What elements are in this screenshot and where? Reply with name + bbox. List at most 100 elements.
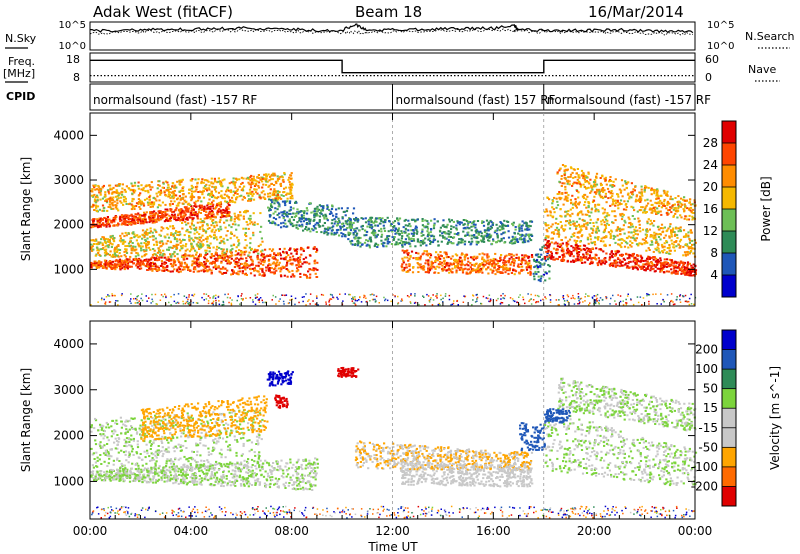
scatter-cell	[684, 272, 687, 275]
scatter-cell	[568, 227, 572, 230]
scatter-cell	[243, 251, 246, 254]
scatter-cell	[341, 225, 344, 228]
scatter-cell	[458, 258, 461, 261]
scatter-cell	[109, 250, 112, 253]
scatter-cell	[284, 258, 287, 261]
freq-tick-right-top: 60	[705, 53, 719, 66]
scatter-cell	[226, 230, 229, 232]
scatter-cell	[256, 176, 259, 178]
scatter-cell	[445, 256, 448, 259]
scatter-cell	[200, 209, 203, 211]
scatter-cell	[242, 227, 245, 230]
scatter-cell	[421, 220, 424, 222]
scatter-cell	[150, 258, 153, 261]
scatter-cell	[169, 270, 172, 273]
scatter-cell	[478, 270, 481, 273]
scatter-cell	[253, 179, 256, 182]
scatter-cell	[180, 240, 183, 243]
scatter-cell	[596, 264, 600, 267]
scatter-cell	[219, 209, 222, 212]
scatter-cell	[256, 255, 259, 258]
scatter-cell	[173, 200, 176, 203]
scatter-cell	[175, 243, 178, 246]
scatter-cell	[653, 237, 656, 240]
scatter-cell	[175, 194, 178, 197]
scatter-cell	[262, 263, 265, 266]
scatter-cell	[198, 233, 201, 236]
scatter-cell	[206, 224, 209, 227]
scatter-cell	[437, 272, 440, 274]
scatter-cell	[470, 222, 474, 225]
scatter-cell	[138, 206, 141, 208]
scatter-cell	[179, 233, 182, 236]
scatter-cell	[155, 269, 158, 272]
scatter-cell	[613, 262, 616, 265]
scatter-cell	[603, 262, 607, 265]
scatter-cell	[405, 266, 408, 269]
scatter-cell	[90, 239, 93, 242]
scatter-cell	[624, 241, 628, 244]
scatter-cell	[420, 267, 423, 270]
scatter-cell	[508, 257, 511, 260]
scatter-cell	[262, 260, 265, 263]
scatter-cell	[202, 230, 205, 232]
scatter-cell	[342, 210, 345, 213]
scatter-cell	[645, 233, 648, 236]
scatter-cell	[124, 214, 127, 217]
scatter-cell	[250, 181, 253, 184]
scatter-cell	[114, 265, 117, 268]
scatter-cell	[276, 201, 279, 204]
scatter-cell	[692, 263, 695, 266]
scatter-cell	[566, 247, 569, 250]
scatter-cell	[687, 271, 690, 274]
scatter-cell	[447, 230, 450, 233]
scatter-cell	[603, 211, 606, 214]
scatter-cell	[301, 217, 304, 220]
scatter-cell	[386, 235, 389, 238]
scatter-cell	[127, 218, 130, 220]
scatter-cell	[173, 186, 176, 189]
scatter-cell	[180, 262, 183, 265]
scatter-cell	[594, 236, 597, 239]
scatter-cell	[131, 221, 134, 223]
scatter-cell	[192, 247, 195, 250]
scatter-cell	[257, 261, 260, 264]
scatter-cell	[221, 254, 224, 257]
scatter-cell	[181, 254, 184, 257]
scatter-cell	[408, 222, 411, 225]
scatter-cell	[464, 267, 467, 270]
scatter-cell	[400, 230, 403, 233]
scatter-cell	[98, 191, 101, 194]
scatter-cell	[206, 244, 209, 247]
scatter-cell	[487, 239, 490, 242]
scatter-cell	[666, 258, 669, 261]
scatter-cell	[114, 268, 117, 271]
scatter-cell	[511, 235, 514, 238]
scatter-cell	[579, 240, 582, 243]
scatter-cell	[100, 188, 103, 191]
scatter-cell	[422, 242, 425, 245]
scatter-cell	[487, 272, 490, 275]
scatter-cell	[171, 270, 174, 273]
scatter-cell	[533, 275, 536, 278]
scatter-cell	[129, 237, 132, 240]
scatter-cell	[570, 253, 573, 256]
scatter-cell	[233, 218, 236, 221]
scatter-cell	[272, 190, 275, 193]
scatter-cell	[285, 193, 288, 196]
scatter-cell	[448, 268, 451, 271]
scatter-cell	[349, 219, 352, 222]
scatter-cell	[127, 223, 130, 226]
scatter-cell	[483, 231, 487, 233]
scatter-cell	[425, 253, 428, 256]
scatter-cell	[284, 204, 287, 207]
scatter-cell	[198, 205, 201, 208]
scatter-cell	[268, 214, 271, 217]
scatter-cell	[244, 272, 247, 275]
scatter-cell	[490, 221, 493, 224]
scatter-cell	[291, 255, 295, 258]
scatter-cell	[675, 262, 678, 265]
scatter-cell	[663, 271, 666, 274]
scatter-cell	[278, 177, 281, 180]
